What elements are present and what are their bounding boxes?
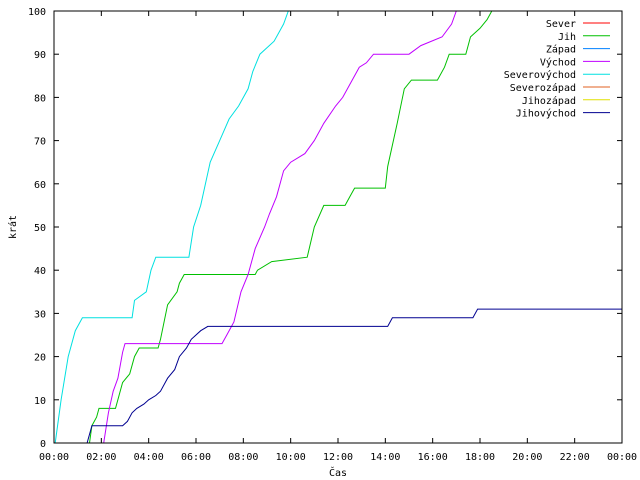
series-layer (54, 10, 622, 444)
legend-label: Jihozápad (522, 95, 576, 107)
legend-label: Sever (546, 19, 576, 30)
y-tick-label: 60 (34, 180, 46, 191)
y-tick-label: 0 (40, 439, 46, 450)
y-tick-label: 10 (34, 396, 46, 407)
x-tick-label: 10:00 (276, 452, 306, 463)
legend-label: Západ (546, 44, 576, 56)
series-line (86, 308, 622, 444)
x-tick-label: 02:00 (86, 452, 116, 463)
x-tick-label: 22:00 (560, 452, 590, 463)
legend-label: Jih (558, 32, 576, 43)
axis-ticks: 00:00 02:00 04:00 06:00 08:00 10:00 12:00 14:00… (28, 7, 637, 463)
x-tick-label: 04:00 (134, 452, 164, 463)
series-line (89, 10, 493, 444)
x-tick-label: 20:00 (512, 452, 542, 463)
y-tick-label: 100 (28, 7, 46, 18)
x-tick-label: 00:00 (607, 452, 637, 463)
x-tick-label: 08:00 (228, 452, 258, 463)
y-tick-label: 80 (34, 93, 46, 104)
y-tick-label: 40 (34, 266, 46, 277)
plot-frame (53, 10, 623, 444)
legend-label: Severozápad (510, 82, 576, 94)
y-tick-label: 30 (34, 309, 46, 320)
y-tick-label: 70 (34, 137, 46, 148)
x-tick-label: 18:00 (465, 452, 495, 463)
x-tick-label: 06:00 (181, 452, 211, 463)
y-tick-label: 50 (34, 223, 46, 234)
x-axis-title: Čas (329, 466, 347, 479)
y-tick-label: 20 (34, 353, 46, 364)
x-tick-label: 12:00 (323, 452, 353, 463)
legend: Sever JihZápadVýchodSeverovýchodSeverozáp… (504, 19, 610, 120)
series-line (54, 10, 289, 444)
series-line (103, 10, 457, 444)
y-tick-label: 90 (34, 50, 46, 61)
x-tick-label: 14:00 (370, 452, 400, 463)
x-tick-label: 16:00 (418, 452, 448, 463)
legend-label: Severovýchod (504, 69, 576, 81)
x-tick-label: 00:00 (39, 452, 69, 463)
y-axis-title: krát (7, 215, 19, 239)
legend-label: Východ (540, 56, 576, 68)
legend-label: Jihovýchod (516, 108, 576, 120)
